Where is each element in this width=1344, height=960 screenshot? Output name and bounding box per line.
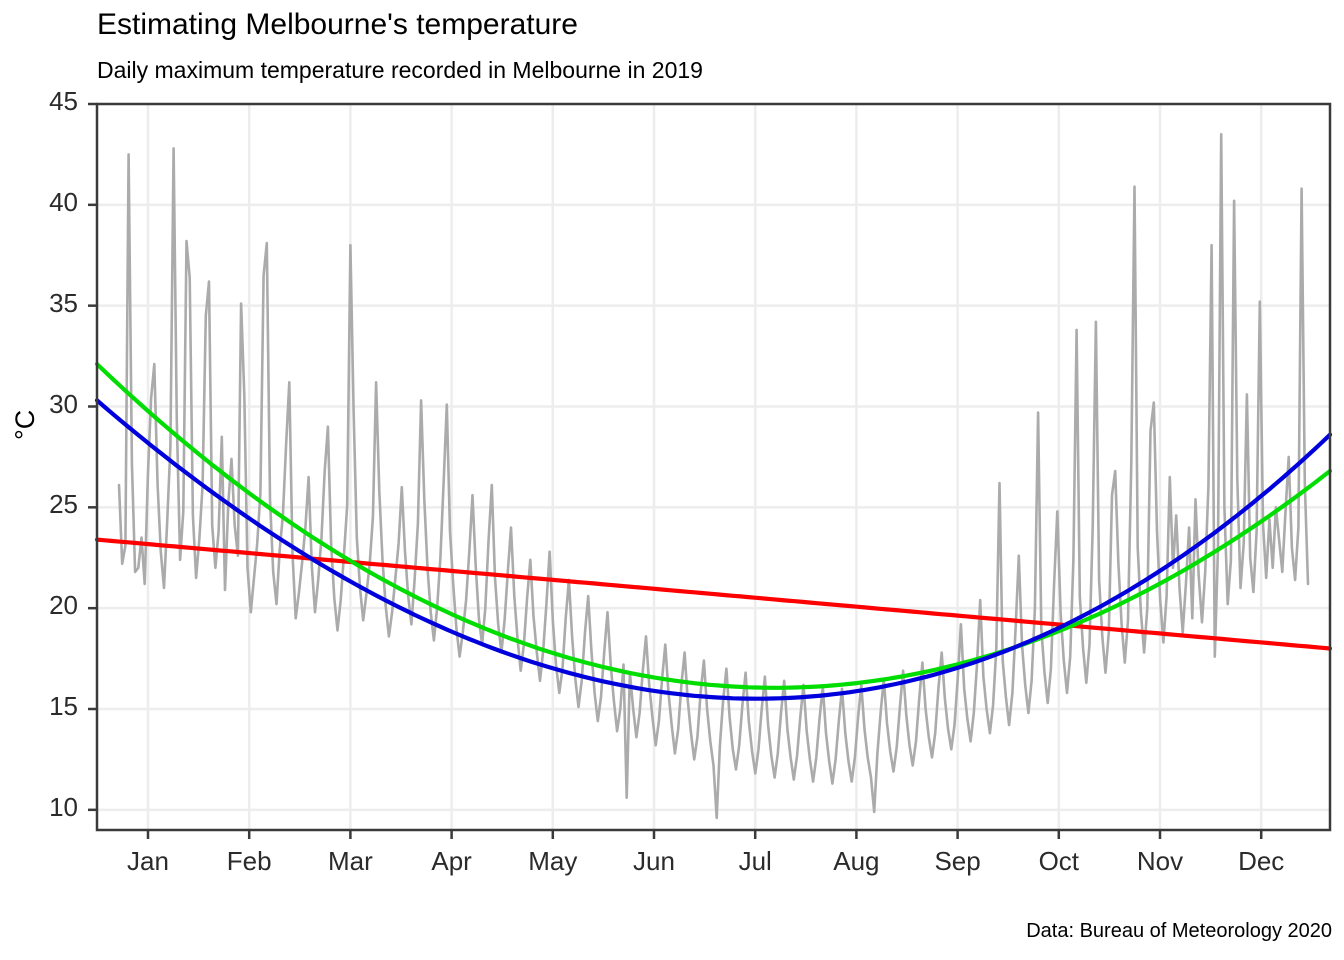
chart-caption: Data: Bureau of Meteorology 2020 bbox=[1026, 920, 1332, 942]
x-tick-label: Apr bbox=[431, 846, 472, 876]
x-tick-label: Nov bbox=[1136, 846, 1184, 876]
fit-line-cubic bbox=[94, 398, 1333, 701]
series-lines bbox=[94, 133, 1333, 820]
y-tick-value: 20 bbox=[49, 590, 78, 621]
x-tick-label: Aug bbox=[833, 846, 880, 876]
x-tick-label: Feb bbox=[226, 846, 272, 876]
panel-border bbox=[95, 102, 1332, 832]
x-tick-label: Mar bbox=[328, 846, 373, 876]
y-tick-value: 25 bbox=[49, 489, 78, 520]
x-tick-label: Jun bbox=[633, 846, 675, 876]
y-tick-value: 30 bbox=[49, 388, 78, 419]
x-tick-label: Jan bbox=[127, 846, 169, 876]
fit-line-linear bbox=[94, 537, 1333, 651]
x-tick-label: Sep bbox=[934, 846, 981, 876]
chart-title: Estimating Melbourne's temperature bbox=[97, 8, 578, 41]
y-tick-value: 35 bbox=[49, 287, 78, 318]
fit-line-quadratic bbox=[94, 362, 1333, 690]
gridlines bbox=[97, 102, 1330, 830]
panel-background bbox=[97, 104, 1330, 830]
data-series-line bbox=[117, 133, 1310, 820]
y-tick-value: 45 bbox=[49, 86, 78, 116]
x-tick-label: Jul bbox=[738, 846, 772, 876]
x-tick-label: Dec bbox=[1238, 846, 1285, 876]
x-tick-label: Oct bbox=[1038, 846, 1080, 876]
y-tick-value: 15 bbox=[49, 691, 78, 721]
chart-subtitle: Daily maximum temperature recorded in Me… bbox=[97, 57, 703, 83]
y-tick-value: 40 bbox=[49, 186, 78, 217]
y-tick-value: 10 bbox=[49, 791, 78, 822]
x-tick-label: May bbox=[528, 846, 578, 876]
tick-marks bbox=[88, 102, 1263, 839]
